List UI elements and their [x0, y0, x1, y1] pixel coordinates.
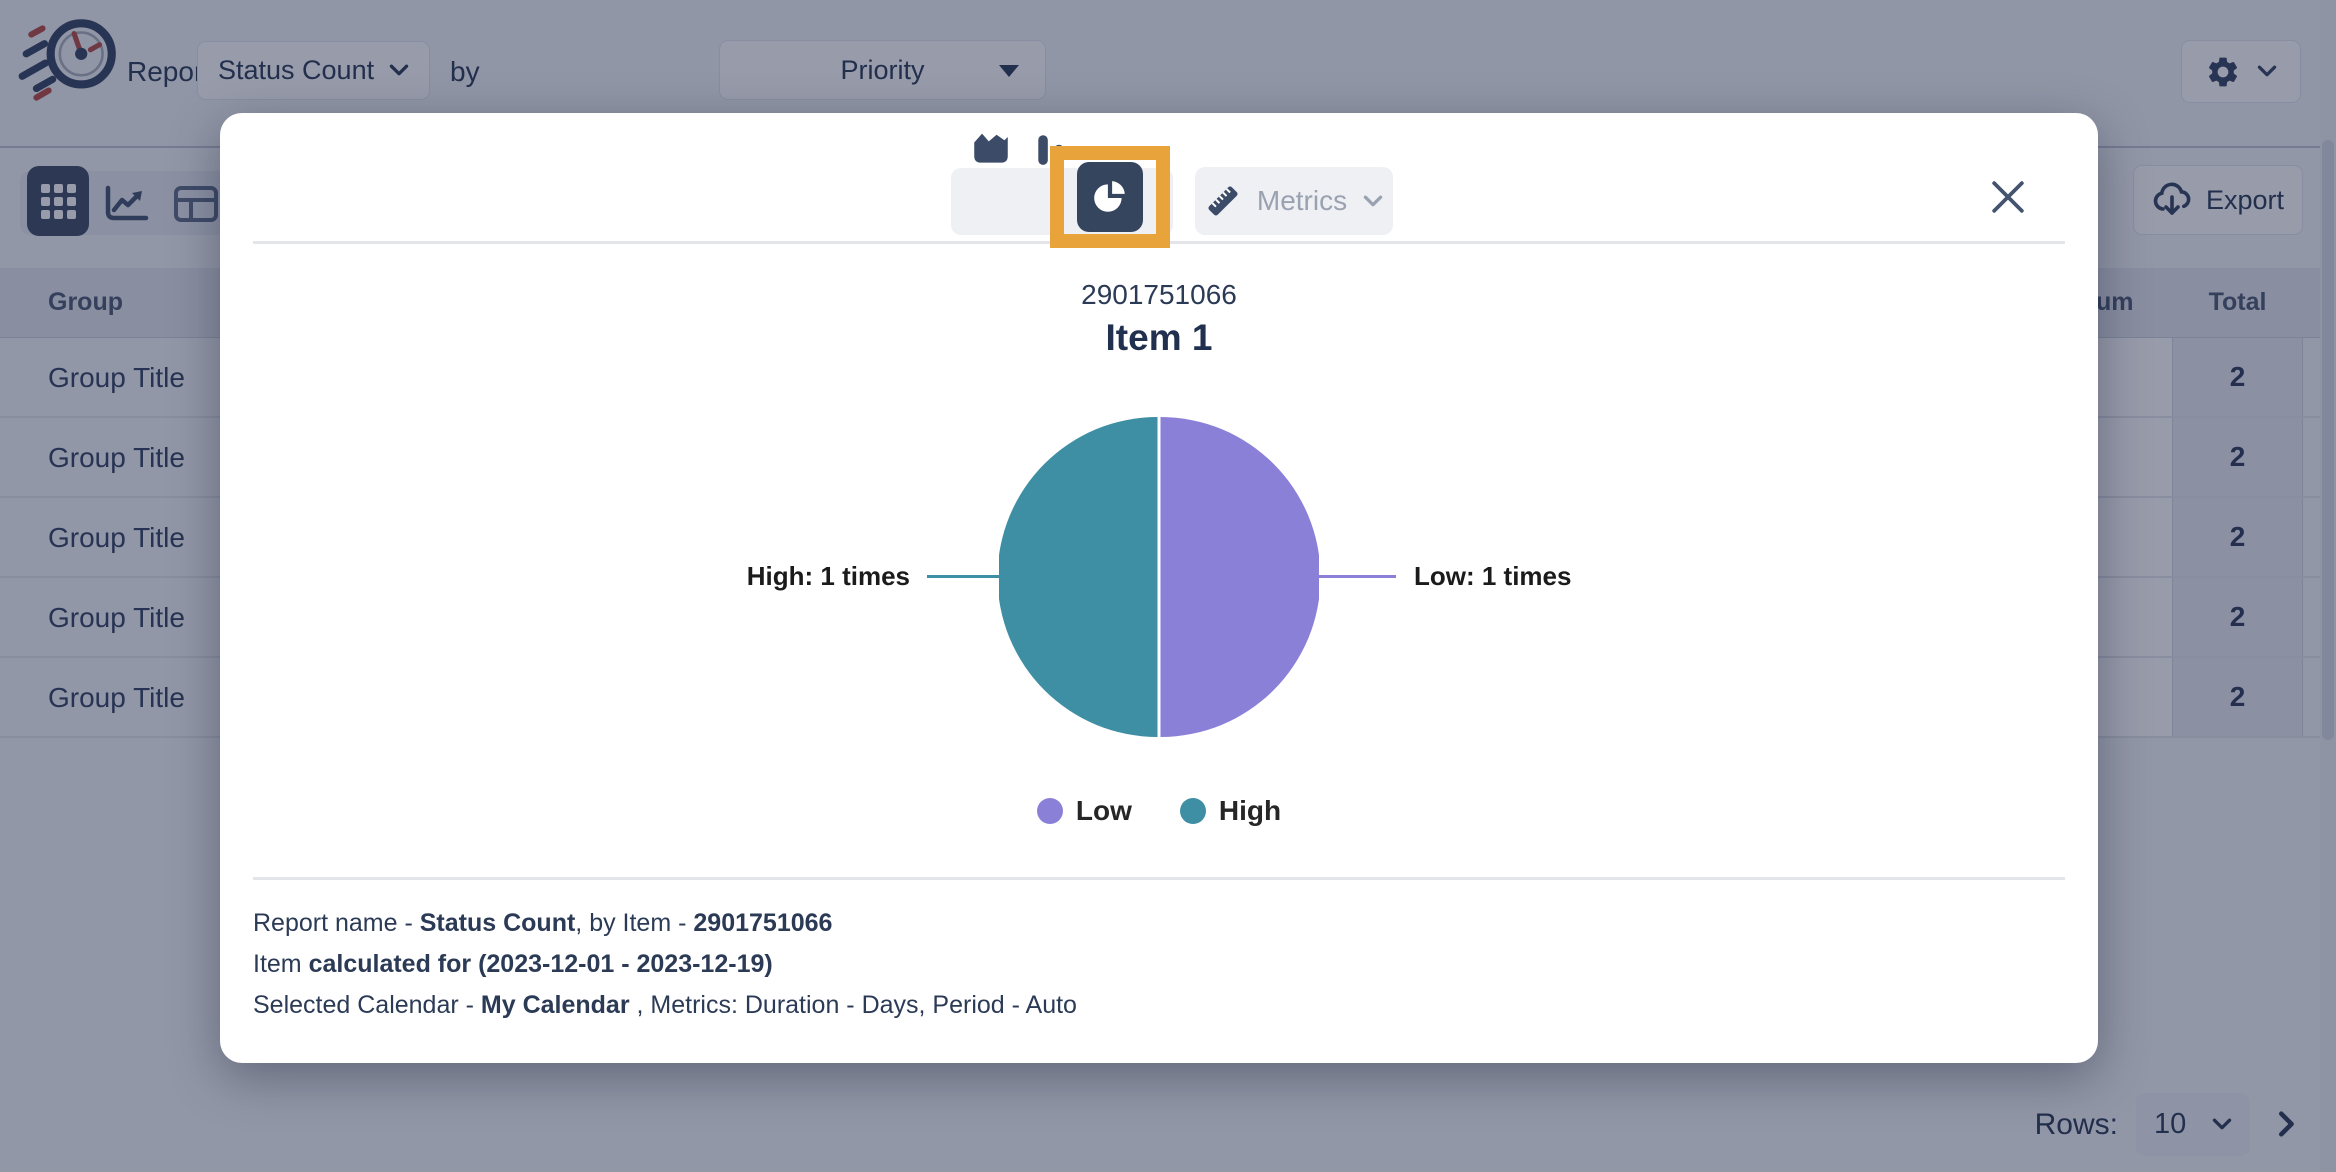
total-cell: 2	[2172, 658, 2303, 736]
cloud-download-icon	[2153, 182, 2191, 215]
highlight-ring	[1050, 146, 1170, 248]
app-logo-icon	[18, 19, 116, 101]
legend-label: Low	[1075, 795, 1132, 826]
export-button[interactable]: Export	[2133, 165, 2303, 235]
grid-icon	[41, 184, 76, 219]
area-chart-icon	[974, 133, 1008, 163]
rows-per-page-label: Rows:	[2034, 1108, 2118, 1141]
rows-per-page-select[interactable]: 10	[2136, 1093, 2250, 1156]
pie-chart[interactable]	[999, 417, 1319, 737]
total-value: 2	[2229, 361, 2246, 392]
total-value: 2	[2229, 681, 2246, 712]
ruler-icon	[1208, 186, 1238, 216]
chart-modal: Metrics 2901751066 Item 1 High: 1 times …	[220, 113, 2098, 1063]
total-value: 2	[2229, 601, 2246, 632]
callout-label-high: High: 1 times	[746, 561, 910, 591]
group-by-select[interactable]: Priority	[719, 40, 1046, 100]
group-by-select-value: Priority	[840, 54, 925, 85]
close-button[interactable]	[1990, 179, 2026, 215]
report-summary-line: Item calculated for (2023-12-01 - 2023-1…	[253, 950, 773, 978]
report-summary-line: Report name - Status Count, by Item - 29…	[253, 909, 833, 937]
report-select-value: Status Count	[218, 55, 375, 85]
report-summary-line: Selected Calendar - My Calendar , Metric…	[253, 991, 1077, 1019]
total-value: 2	[2229, 441, 2246, 472]
total-cell: 2	[2172, 338, 2303, 416]
view-grid-button[interactable]	[27, 166, 89, 236]
view-trend-button[interactable]	[98, 182, 154, 226]
gear-icon	[2208, 57, 2238, 86]
total-cell: 2	[2172, 498, 2303, 576]
callout-label-low: Low: 1 times	[1414, 561, 1572, 591]
pie-slice-low[interactable]	[1160, 417, 1320, 737]
chevron-down-icon	[1363, 195, 1383, 206]
by-label: by	[450, 56, 480, 87]
scrollbar-thumb[interactable]	[2322, 140, 2334, 740]
chevron-down-icon	[389, 64, 409, 76]
layout-table-icon	[174, 186, 218, 222]
vertical-scrollbar[interactable]	[2320, 0, 2336, 1172]
rows-per-page-value: 10	[2154, 1108, 2187, 1140]
group-title-cell: Group Title	[48, 602, 185, 633]
line-chart-icon	[105, 185, 149, 221]
legend-dot-icon	[1036, 798, 1063, 824]
callout-line-high	[927, 575, 1003, 578]
chevron-right-icon	[2279, 1111, 2294, 1137]
report-summary: Report name - Status Count, by Item - 29…	[253, 903, 1077, 1026]
pie-slice-high[interactable]	[999, 417, 1158, 737]
column-header-group[interactable]: Group	[48, 288, 123, 316]
export-label: Export	[2205, 184, 2285, 215]
chart-legend: Low High	[220, 795, 2098, 827]
group-title-cell: Group Title	[48, 362, 185, 393]
next-page-button[interactable]	[2272, 1106, 2302, 1142]
caret-down-icon	[999, 65, 1019, 77]
group-title-cell: Group Title	[48, 442, 185, 473]
metrics-button[interactable]: Metrics	[1195, 167, 1393, 235]
settings-button[interactable]	[2181, 40, 2301, 103]
pie-chart-icon	[1094, 181, 1125, 212]
close-icon	[1992, 181, 2024, 213]
area-chart-button[interactable]	[970, 128, 1012, 171]
report-select[interactable]: Status Count	[197, 41, 430, 100]
legend-item[interactable]: High	[1179, 795, 1282, 827]
legend-item[interactable]: Low	[1036, 795, 1132, 827]
metrics-label: Metrics	[1256, 185, 1348, 216]
group-title-cell: Group Title	[48, 522, 185, 553]
total-cell: 2	[2172, 578, 2303, 656]
view-layout-button[interactable]	[170, 182, 222, 226]
column-header-total[interactable]: Total	[2208, 288, 2267, 316]
group-title-cell: Group Title	[48, 682, 185, 713]
pie-chart-button[interactable]	[1077, 162, 1143, 232]
total-value: 2	[2229, 521, 2246, 552]
chevron-down-icon	[2212, 1118, 2232, 1130]
legend-label: High	[1218, 795, 1282, 826]
total-cell: 2	[2172, 418, 2303, 496]
legend-dot-icon	[1179, 798, 1206, 824]
column-header-sum-partial[interactable]: um	[2096, 288, 2134, 316]
callout-line-low	[1316, 575, 1396, 578]
chevron-down-icon	[2257, 65, 2277, 77]
chart-title: Item 1	[1105, 317, 1213, 358]
divider	[253, 877, 2065, 880]
chart-subtitle: 2901751066	[1081, 279, 1237, 310]
